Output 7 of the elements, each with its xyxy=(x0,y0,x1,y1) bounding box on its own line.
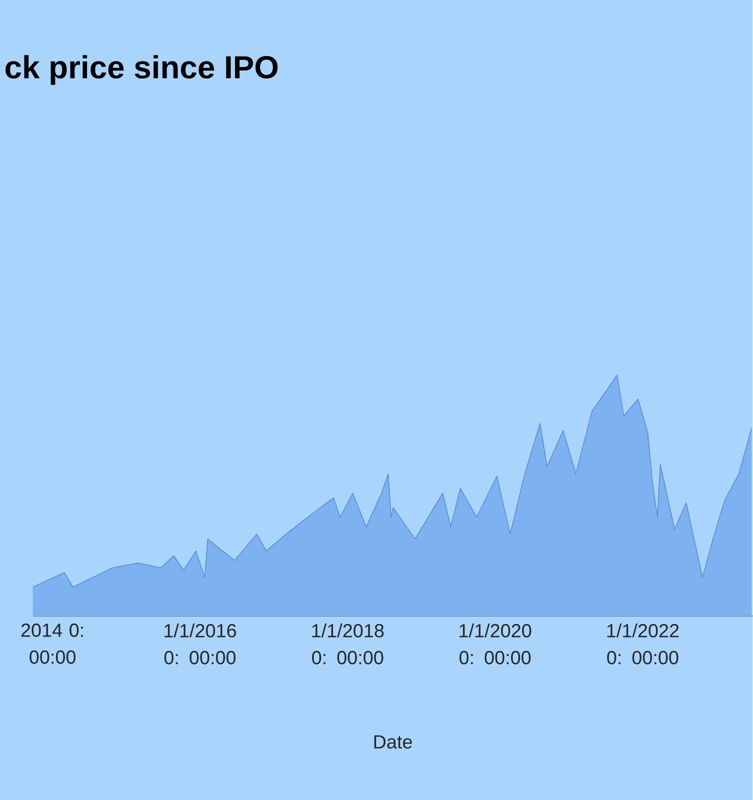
x-tick-label: 2014 0: 00:00 xyxy=(22,624,84,664)
chart-title: ck price since IPO xyxy=(6,55,278,85)
x-axis-title: Date xyxy=(374,735,412,749)
x-tick-label: 1/1/2016 0: 00:00 xyxy=(164,624,236,664)
x-tick-label: 1/1/2022 0: 00:00 xyxy=(607,624,679,664)
x-tick-label: 1/1/2018 0: 00:00 xyxy=(312,624,384,664)
x-tick-label: 1/1/2020 0: 00:00 xyxy=(460,624,532,664)
